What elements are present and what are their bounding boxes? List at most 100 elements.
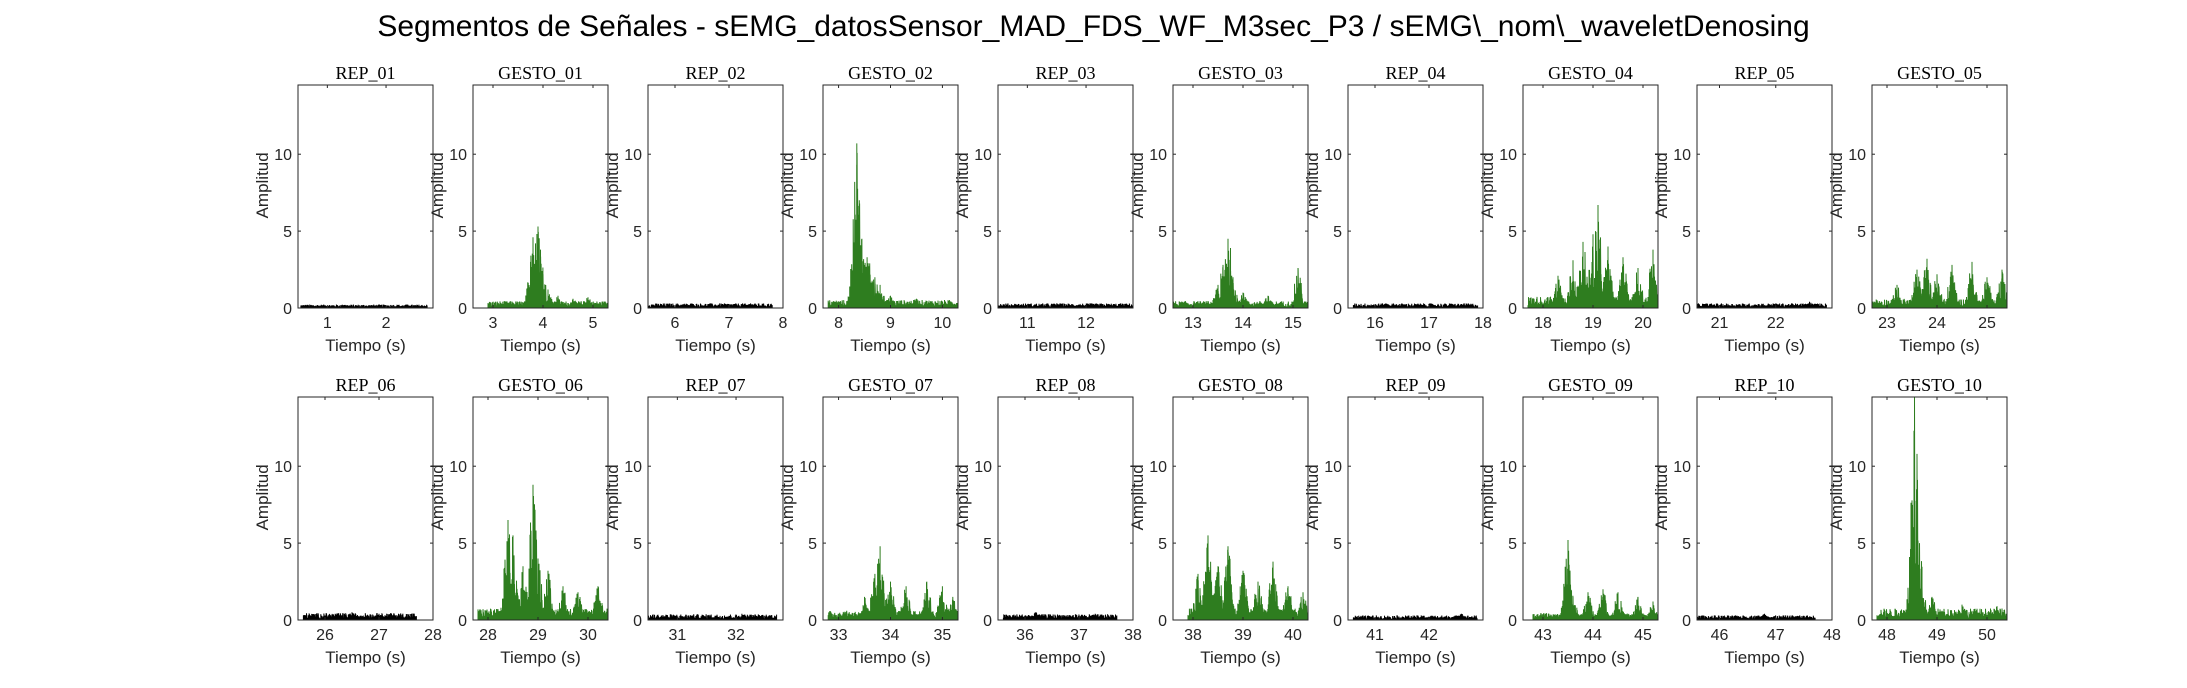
y-tick-label: 0 [458,301,467,318]
signal-line [648,613,778,620]
signal-line [1872,258,2007,308]
y-tick-label: 10 [449,147,467,164]
signal-line [998,303,1133,308]
subplot-title: GESTO_02 [848,63,933,83]
signal-line [827,143,958,308]
signal-line [1187,535,1308,620]
y-tick-label: 10 [1499,459,1517,476]
y-tick-label: 0 [808,613,817,630]
y-tick-label: 5 [283,536,292,553]
x-tick-label: 26 [316,627,334,644]
y-tick-label: 0 [1508,613,1517,630]
x-tick-label: 14 [1234,315,1252,332]
y-axis-label: Amplitud [778,464,797,530]
y-tick-label: 10 [1324,459,1342,476]
x-tick-label: 41 [1366,627,1384,644]
axes-box [822,84,959,309]
subplot-rep-04: 16 17 18 0 5 10 REP_04 Tiempo (s) Amplitud [1303,63,1492,355]
y-tick-label: 0 [1508,301,1517,318]
signal-line [1352,303,1479,308]
y-axis-label: Amplitud [1303,464,1322,530]
y-tick-label: 0 [1333,301,1342,318]
subplot-rep-09: 41 42 0 5 10 REP_09 Tiempo (s) Amplitud [1303,375,1484,667]
x-tick-label: 24 [1928,315,1946,332]
axes-box [1696,396,1833,621]
subplot-rep-07: 31 32 0 5 10 REP_07 Tiempo (s) Amplitud [603,375,784,667]
x-tick-label: 40 [1284,627,1302,644]
signal-line [1532,539,1658,620]
x-tick-label: 11 [1019,315,1036,332]
x-tick-label: 1 [323,315,332,332]
subplot-rep-10: 46 47 48 0 5 10 REP_10 Tiempo (s) Amplitud [1652,375,1841,667]
subplot-title: GESTO_06 [498,375,583,395]
axes-box [1871,396,2008,621]
y-tick-label: 10 [1673,459,1691,476]
y-tick-label: 5 [1158,224,1167,241]
y-tick-label: 10 [449,459,467,476]
y-tick-label: 10 [1848,459,1866,476]
y-tick-label: 10 [1848,147,1866,164]
y-tick-label: 5 [458,536,467,553]
subplot-title: GESTO_01 [498,63,583,83]
subplot-rep-06: 26 27 28 0 5 10 REP_06 Tiempo (s) Amplitud [253,375,442,667]
x-tick-label: 47 [1767,627,1785,644]
y-tick-label: 0 [458,613,467,630]
y-tick-label: 10 [274,459,292,476]
x-tick-label: 10 [934,315,952,332]
x-tick-label: 43 [1534,627,1552,644]
y-tick-label: 0 [1158,301,1167,318]
x-tick-label: 29 [529,627,547,644]
y-axis-label: Amplitud [603,152,622,218]
x-tick-label: 7 [725,315,734,332]
subplot-title: REP_07 [685,375,745,395]
x-axis-label: Tiempo (s) [1375,648,1456,667]
y-axis-label: Amplitud [778,152,797,218]
y-axis-label: Amplitud [1652,464,1671,530]
x-axis-label: Tiempo (s) [500,336,581,355]
x-tick-label: 35 [934,627,952,644]
x-tick-label: 46 [1711,627,1729,644]
subplot-title: GESTO_10 [1897,375,1982,395]
x-tick-label: 30 [579,627,597,644]
y-axis-label: Amplitud [603,464,622,530]
axes-box [647,84,784,309]
x-axis-label: Tiempo (s) [1899,648,1980,667]
axes-box [647,396,784,621]
axes-box [297,84,434,309]
subplot-title: REP_04 [1385,63,1445,83]
y-axis-label: Amplitud [1303,152,1322,218]
x-tick-label: 42 [1420,627,1438,644]
subplot-title: GESTO_04 [1548,63,1633,83]
x-axis-label: Tiempo (s) [1025,336,1106,355]
signal-line [1697,613,1816,620]
y-tick-label: 10 [799,459,817,476]
x-tick-label: 39 [1234,627,1252,644]
subplot-title: GESTO_07 [848,375,933,395]
y-axis-label: Amplitud [253,152,272,218]
y-tick-label: 0 [983,613,992,630]
x-tick-label: 18 [1474,315,1492,332]
subplot-gesto-05: 23 24 25 0 5 10 GESTO_05 Tiempo (s) Amplitud [1827,63,2008,355]
y-tick-label: 10 [1324,147,1342,164]
y-axis-label: Amplitud [1478,464,1497,530]
x-tick-label: 20 [1634,315,1652,332]
x-axis-label: Tiempo (s) [675,336,756,355]
axes-box [1871,84,2008,309]
x-tick-label: 38 [1124,627,1142,644]
y-tick-label: 10 [1673,147,1691,164]
y-tick-label: 5 [633,224,642,241]
signal-line [302,612,417,620]
x-axis-label: Tiempo (s) [675,648,756,667]
subplot-gesto-10: 48 49 50 0 5 10 GESTO_10 Tiempo (s) Amplitud [1827,375,2008,667]
x-tick-label: 32 [727,627,745,644]
y-tick-label: 10 [974,459,992,476]
y-axis-label: Amplitud [1128,152,1147,218]
axes-box [997,84,1134,309]
y-axis-label: Amplitud [1478,152,1497,218]
subplot-title: REP_06 [335,375,395,395]
y-tick-label: 0 [283,301,292,318]
x-tick-label: 13 [1184,315,1202,332]
axes-box [1347,84,1484,309]
signal-line [1697,301,1827,308]
